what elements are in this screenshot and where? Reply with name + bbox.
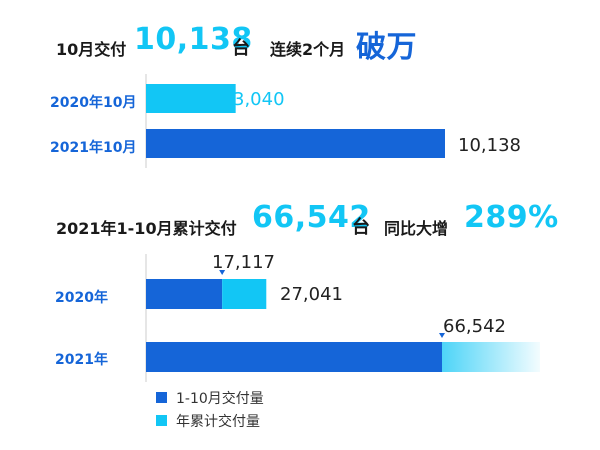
headline2-unit: 台 xyxy=(352,217,370,238)
chart2-data-label: 66,542 xyxy=(443,316,506,337)
headline2-pct: 289% xyxy=(464,200,559,235)
chart2-bar-ytd xyxy=(146,279,223,309)
chart2-data-label: 27,041 xyxy=(280,284,343,305)
chart2-category-label: 2020年 xyxy=(55,290,108,306)
legend-item1: 1-10月交付量 xyxy=(176,391,264,407)
chart2-marker xyxy=(439,333,445,338)
chart1-data-label: 3,040 xyxy=(233,89,285,110)
legend-swatch-cyan xyxy=(156,415,167,426)
chart2-bar-annual-fade xyxy=(442,342,540,372)
headline1-suffix-a: 连续2个月 xyxy=(270,40,346,59)
chart2-marker xyxy=(219,270,226,275)
legend-swatch-blue xyxy=(156,392,167,403)
headline1-unit: 台 xyxy=(232,38,250,59)
chart2 xyxy=(145,254,540,382)
headline2-mid: 同比大增 xyxy=(384,219,449,238)
chart1-data-label: 10,138 xyxy=(458,135,521,156)
chart2-bar-ytd xyxy=(146,342,442,372)
chart1-bar xyxy=(146,84,236,113)
headline2-prefix: 2021年1-10月累计交付 xyxy=(56,219,237,238)
chart1-category-label: 2021年10月 xyxy=(50,140,137,156)
legend-item2: 年累计交付量 xyxy=(176,414,260,430)
headline1-prefix: 10月交付 xyxy=(56,40,127,59)
chart2-category-label: 2021年 xyxy=(55,352,108,368)
chart2-data-label: 17,117 xyxy=(212,252,275,273)
chart1-bar xyxy=(146,129,445,158)
chart2-bar-annual xyxy=(222,279,267,309)
headline1-number: 10,138 xyxy=(134,22,253,57)
chart1 xyxy=(145,74,445,168)
headline1-suffix-b: 破万 xyxy=(356,30,417,65)
chart1-category-label: 2020年10月 xyxy=(50,95,137,111)
headline2-number: 66,542 xyxy=(252,200,371,235)
